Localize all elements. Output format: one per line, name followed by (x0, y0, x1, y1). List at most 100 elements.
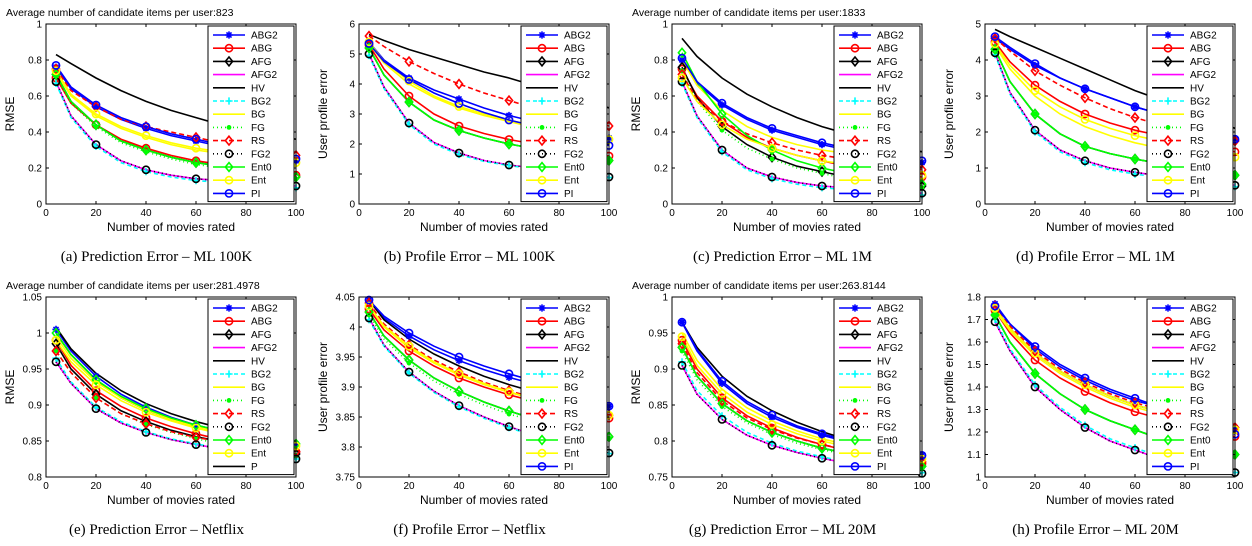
y-tick-label: 0.6 (654, 92, 668, 103)
data-point-fg2 (141, 427, 151, 437)
legend-label-fg: FG (1190, 123, 1204, 134)
legend-label-afg2: AFG2 (564, 70, 591, 81)
chart-h-svg: 0 20 40 60 80 100 1 1.1 1.2 1.3 1.4 1.5 1.6 1.7 1.8 Num… (942, 293, 1244, 508)
legend-label-ent: Ent (1190, 176, 1205, 187)
legend-marker-pi (850, 188, 860, 198)
data-point-ent (454, 369, 464, 379)
data-point-rs (817, 149, 827, 162)
x-tick-label: 20 (716, 481, 728, 492)
y-tick-label: 1 (36, 20, 42, 31)
legend-label-ent0: Ent0 (251, 163, 272, 174)
legend-marker-abg2 (225, 31, 233, 39)
y-tick-label: 0.2 (28, 164, 42, 175)
data-point-fg2 (1130, 445, 1140, 455)
legend-marker-ent0 (537, 434, 547, 446)
chart-panel: 0 20 40 60 80 100 0 1 2 3 4 5 Number of movies rated… (939, 0, 1252, 273)
legend-marker-pi (1163, 188, 1173, 198)
legend-marker-afg (1163, 55, 1173, 68)
legend-label-hv: HV (1190, 356, 1204, 367)
legend-label-abg: ABG (251, 44, 272, 55)
legend-label-ent0: Ent0 (564, 436, 585, 447)
data-point-ent (817, 156, 827, 166)
plot-frame (984, 23, 1236, 205)
y-tick-label: 1 (662, 20, 668, 31)
legend: ABG2 ABG AFG AFG2 HV BG2 BG FG RS FG2 Ent0 Ent PI (833, 25, 921, 203)
series-line-rs (368, 35, 610, 127)
data-point-abg2 (818, 431, 826, 439)
legend-label-pi: PI (877, 462, 886, 473)
chart-title: Average number of candidate items per us… (632, 7, 865, 19)
data-point-fg2 (1080, 423, 1090, 432)
legend-marker-afg (537, 328, 547, 341)
data-point-fg (1082, 144, 1088, 149)
chart-panel: Average number of candidate items per us… (0, 0, 313, 273)
legend-label-bg: BG (1190, 110, 1205, 121)
legend-marker-fg (226, 125, 232, 130)
x-tick-label: 20 (1029, 208, 1041, 219)
y-tick-label: 0.95 (23, 365, 43, 376)
data-point-pi (767, 123, 777, 133)
legend-marker-abg2 (225, 304, 233, 312)
legend-label-rs: RS (1190, 409, 1204, 420)
y-tick-label: 3.95 (336, 353, 356, 364)
data-point-fg2 (191, 174, 201, 184)
data-point-afg (767, 151, 777, 163)
legend-label-afg2: AFG2 (251, 70, 278, 81)
legend-marker-ent (537, 175, 547, 185)
legend-label-fg: FG (251, 396, 265, 407)
chart-caption: (a) Prediction Error – ML 100K (60, 249, 253, 265)
x-tick-label: 0 (982, 481, 988, 492)
data-point-fg2 (717, 145, 727, 155)
data-point-fg2 (404, 367, 414, 377)
legend-marker-ent0 (1163, 434, 1173, 446)
legend-label-abg2: ABG2 (1190, 31, 1217, 42)
chart-title: Average number of candidate items per us… (632, 280, 886, 292)
legend-label-afg: AFG (251, 57, 272, 68)
y-tick-label: 1.2 (967, 428, 981, 439)
legend-marker-bg2 (538, 97, 546, 105)
data-point-pi (364, 39, 374, 48)
data-point-fg2 (767, 440, 777, 450)
legend-marker-fg (226, 398, 232, 403)
y-axis-label: RMSE (3, 97, 17, 132)
y-tick-label: 3.75 (336, 473, 356, 484)
legend-label-bg: BG (251, 383, 266, 394)
legend-marker-pi (537, 188, 547, 198)
data-point-ent (1130, 131, 1140, 140)
chart-caption: (c) Prediction Error – ML 1M (693, 249, 872, 265)
legend-marker-afg (850, 328, 860, 341)
y-tick-label: 0 (662, 200, 668, 211)
data-point-fg (1132, 156, 1138, 162)
legend-marker-abg (224, 316, 234, 326)
chart-caption: (d) Profile Error – ML 1M (1016, 249, 1175, 265)
x-tick-label: 100 (288, 481, 305, 492)
x-tick-label: 80 (1179, 208, 1191, 219)
x-axis-label: Number of movies rated (107, 220, 235, 234)
legend-marker-abg2 (1164, 31, 1172, 39)
data-point-ent (141, 407, 151, 417)
legend-label-afg2: AFG2 (564, 343, 591, 354)
data-point-ent0 (717, 397, 727, 410)
x-tick-label: 60 (816, 481, 828, 492)
y-tick-label: 1.3 (967, 405, 981, 416)
data-point-ent0 (454, 124, 464, 137)
data-point-fg2 (717, 414, 727, 424)
legend-label-fg2: FG2 (877, 422, 897, 433)
data-point-abg2 (678, 56, 686, 64)
x-tick-label: 100 (601, 208, 618, 219)
data-point-fg2 (91, 404, 101, 413)
x-tick-label: 20 (1029, 481, 1041, 492)
y-axis-label: User profile error (316, 342, 330, 432)
x-axis-label: Number of movies rated (420, 493, 548, 507)
x-tick-label: 100 (914, 208, 931, 219)
legend-marker-fg2 (224, 422, 234, 432)
data-point-pi (91, 100, 101, 110)
data-point-fg (456, 128, 462, 133)
plot-frame (45, 23, 297, 205)
legend-label-fg: FG (251, 123, 265, 134)
y-tick-label: 0 (349, 200, 355, 211)
data-point-abg (1130, 125, 1140, 135)
legend-label-fg: FG (877, 123, 891, 134)
legend-marker-fg2 (1163, 422, 1173, 432)
